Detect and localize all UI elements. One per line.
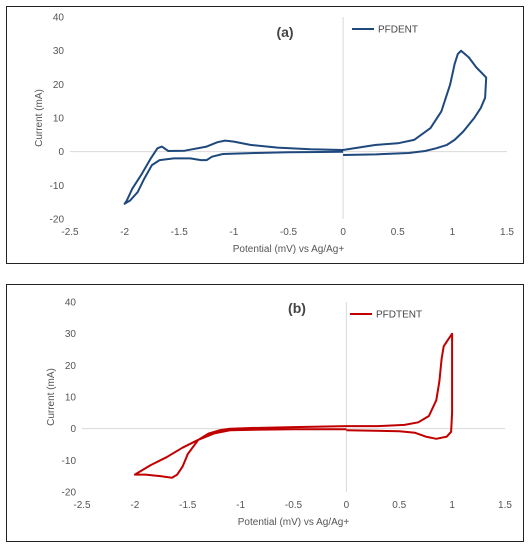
- y-axis-title: Current (mA): [34, 89, 45, 147]
- x-tick-label: -1: [236, 500, 245, 511]
- legend-label: PFDTENT: [376, 310, 422, 321]
- series-line: [123, 49, 488, 205]
- x-tick-label: 1: [450, 227, 456, 238]
- x-tick-label: 0.5: [392, 500, 406, 511]
- x-tick-label: -1.5: [171, 227, 189, 238]
- y-tick-label: 20: [65, 361, 77, 372]
- x-tick-label: 1.5: [500, 227, 514, 238]
- panel-label: (a): [276, 24, 293, 40]
- y-tick-label: -20: [62, 488, 77, 499]
- y-tick-label: 10: [65, 393, 77, 404]
- x-tick-label: -2: [120, 227, 129, 238]
- x-tick-label: 0.5: [391, 227, 405, 238]
- chart-b-svg: -2.5 -2 -1.5 -1 -0.5 0 0.5 1 1.5 -20 -10 0 10 20 30 40 P…: [46, 298, 512, 529]
- x-tick-label: -2: [130, 500, 139, 511]
- legend-label: PFDENT: [378, 25, 418, 36]
- y-tick-label: 0: [70, 424, 76, 435]
- x-tick-label: -0.5: [285, 500, 303, 511]
- x-tick-label: -2.5: [61, 227, 79, 238]
- y-tick-label: -10: [50, 181, 65, 192]
- chart-panel-a: -2.5 -2 -1.5 -1 -0.5 0 0.5 1 1.5 -20 -10 0 10 20 30 40 P…: [6, 6, 524, 264]
- x-axis-title: Potential (mV) vs Ag/Ag+: [233, 244, 345, 255]
- x-axis-title: Potential (mV) vs Ag/Ag+: [238, 517, 350, 528]
- y-tick-label: 20: [53, 80, 65, 91]
- x-tick-label: -1.5: [179, 500, 197, 511]
- chart-panel-b: -2.5 -2 -1.5 -1 -0.5 0 0.5 1 1.5 -20 -10 0 10 20 30 40 P…: [6, 284, 524, 542]
- series-line: [133, 332, 454, 479]
- x-tick-label: -0.5: [280, 227, 298, 238]
- x-tick-label: 1.5: [498, 500, 512, 511]
- y-tick-label: 40: [53, 13, 65, 24]
- x-tick-label: 1: [449, 500, 455, 511]
- y-tick-label: 0: [58, 147, 64, 158]
- y-tick-label: 30: [53, 46, 65, 57]
- y-tick-label: 30: [65, 329, 77, 340]
- x-tick-label: 0: [344, 500, 350, 511]
- x-tick-label: 0: [340, 227, 346, 238]
- y-tick-label: -20: [50, 215, 65, 226]
- panel-label: (b): [288, 300, 306, 316]
- y-tick-label: -10: [62, 456, 77, 467]
- chart-a-svg: -2.5 -2 -1.5 -1 -0.5 0 0.5 1 1.5 -20 -10 0 10 20 30 40 P…: [34, 13, 514, 256]
- y-tick-label: 40: [65, 298, 77, 309]
- y-axis-title: Current (mA): [46, 368, 57, 426]
- y-tick-label: 10: [53, 114, 65, 125]
- x-tick-label: -2.5: [73, 500, 91, 511]
- x-tick-label: -1: [229, 227, 238, 238]
